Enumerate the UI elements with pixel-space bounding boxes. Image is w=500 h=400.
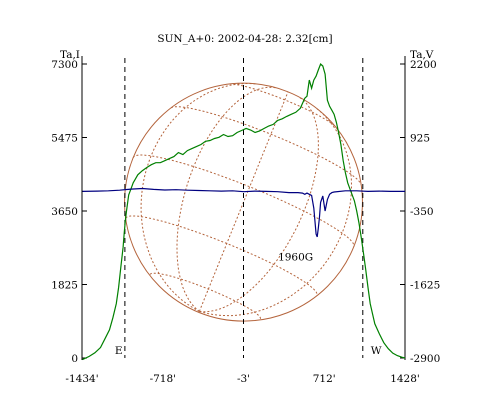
x-axis-tick-label: -1434' (65, 373, 98, 385)
right-axis-label: Ta,V (410, 49, 434, 61)
east-limb-label: E (115, 345, 123, 357)
right-axis-tick-label: -350 (410, 206, 434, 218)
right-axis-tick-label: -1625 (410, 280, 440, 292)
plot-area: 7300 5475 3650 1825 0 2200 925 -350 -1625 -2900 -1… (51, 56, 440, 385)
right-axis-tick-label: 925 (410, 133, 430, 145)
solar-disk-longitude-line (176, 86, 277, 312)
stokes-v-line (82, 187, 405, 238)
stokes-i-line (82, 62, 406, 361)
left-axis-tick-label: 7300 (51, 59, 78, 71)
x-axis-tick-label: -718' (150, 373, 176, 385)
x-axis-tick-label: 712' (313, 373, 336, 385)
right-axis-tick-label: -2900 (410, 353, 440, 365)
x-axis-tick-label: -3' (237, 373, 250, 385)
solar-disk-latitude-line (170, 106, 362, 185)
left-axis-tick-label: 0 (71, 353, 78, 365)
left-axis-tick-label: 5475 (51, 133, 78, 145)
right-axis-tick-label: 2200 (410, 59, 437, 71)
left-axis-tick-label: 3650 (51, 206, 78, 218)
chart-title: SUN_A+0: 2002-04-28: 2.32[cm] (157, 33, 332, 45)
x-axis-tick-label: 1428' (390, 373, 420, 385)
solar-disk-longitude-line (199, 96, 319, 313)
left-axis-tick-label: 1825 (51, 280, 78, 292)
solar-disk-latitude-line (132, 154, 355, 247)
left-axis-label: Ta,I (60, 49, 80, 61)
solar-disk-longitude-line (198, 91, 289, 312)
west-limb-label: W (371, 345, 382, 357)
source-annotation: 1960G (278, 252, 313, 264)
